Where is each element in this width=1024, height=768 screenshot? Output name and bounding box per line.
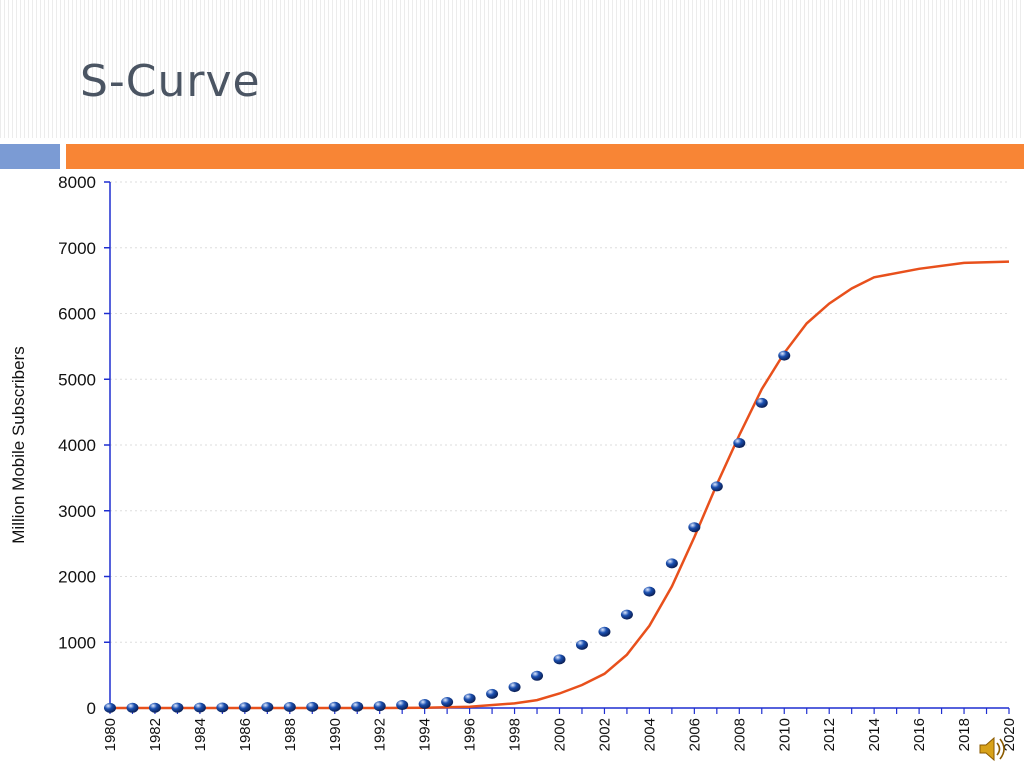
y-tick-label: 2000 [58,568,96,587]
slide-title: S-Curve [80,56,261,107]
x-tick-label: 2014 [866,718,883,751]
x-tick-label: 2012 [821,718,838,751]
fitted-s-curve [110,260,1010,710]
data-point [351,701,364,712]
data-point [486,688,499,699]
x-tick-label: 1992 [372,718,389,751]
data-point [216,702,229,713]
y-tick-label: 4000 [58,436,96,455]
data-point [508,682,521,693]
data-point [531,670,544,681]
x-tick-label: 1990 [327,718,344,751]
x-tick-label: 2006 [686,718,703,751]
y-tick-label: 5000 [58,370,96,389]
x-axis-ticks: 1980 1982 1984 1986 1988 1990 1992 1994 1996 1998… [102,708,1018,751]
data-point [261,702,274,713]
fitted-curve-group [110,260,1010,710]
y-tick-label: 1000 [58,633,96,652]
x-tick-label: 1982 [147,718,164,751]
data-point [328,701,341,712]
y-tick-label: 0 [87,699,96,718]
data-point [126,702,139,713]
y-axis-ticks: 0 1000 2000 3000 4000 5000 6000 7000 8000 [58,173,110,718]
x-tick-label: 2018 [956,718,973,751]
data-point [306,701,319,712]
x-tick-label: 2002 [596,718,613,751]
data-point [755,397,768,408]
x-tick-label: 2008 [731,718,748,751]
data-point [418,698,431,709]
data-point [710,481,723,492]
data-point [238,702,251,713]
data-point [575,639,588,650]
x-tick-label: 1980 [102,718,119,751]
data-point [620,609,633,620]
x-tick-label: 1986 [237,718,254,751]
data-point [598,626,611,637]
y-axis-label: Million Mobile Subscribers [9,346,28,543]
y-tick-label: 7000 [58,239,96,258]
data-points [104,350,791,713]
y-tick-label: 6000 [58,305,96,324]
x-tick-label: 2020 [1001,718,1018,751]
x-tick-label: 2010 [776,718,793,751]
accent-bar-right [66,144,1024,169]
data-point [283,702,296,713]
y-tick-label: 3000 [58,502,96,521]
data-point [733,438,746,449]
x-tick-label: 1994 [417,718,434,751]
gridlines [110,181,1009,643]
speaker-icon[interactable] [979,736,1005,762]
x-tick-label: 2000 [552,718,569,751]
data-point [373,701,386,712]
x-tick-label: 2016 [911,718,928,751]
data-point [148,702,161,713]
y-tick-label: 8000 [58,173,96,192]
data-point [396,700,409,711]
data-point [441,697,454,708]
accent-bar-left [0,144,60,169]
data-point [688,522,701,533]
x-tick-label: 1988 [282,718,299,751]
x-tick-label: 1996 [462,718,479,751]
data-point [193,702,206,713]
x-tick-label: 1984 [192,718,209,751]
data-point [665,558,678,569]
data-point [553,654,566,665]
title-band [0,0,1024,138]
data-point [463,693,476,704]
data-point [104,702,116,713]
data-point [778,350,791,361]
data-point [171,702,184,713]
x-tick-label: 2004 [641,718,658,751]
x-tick-label: 1998 [507,718,524,751]
data-point [643,586,656,597]
